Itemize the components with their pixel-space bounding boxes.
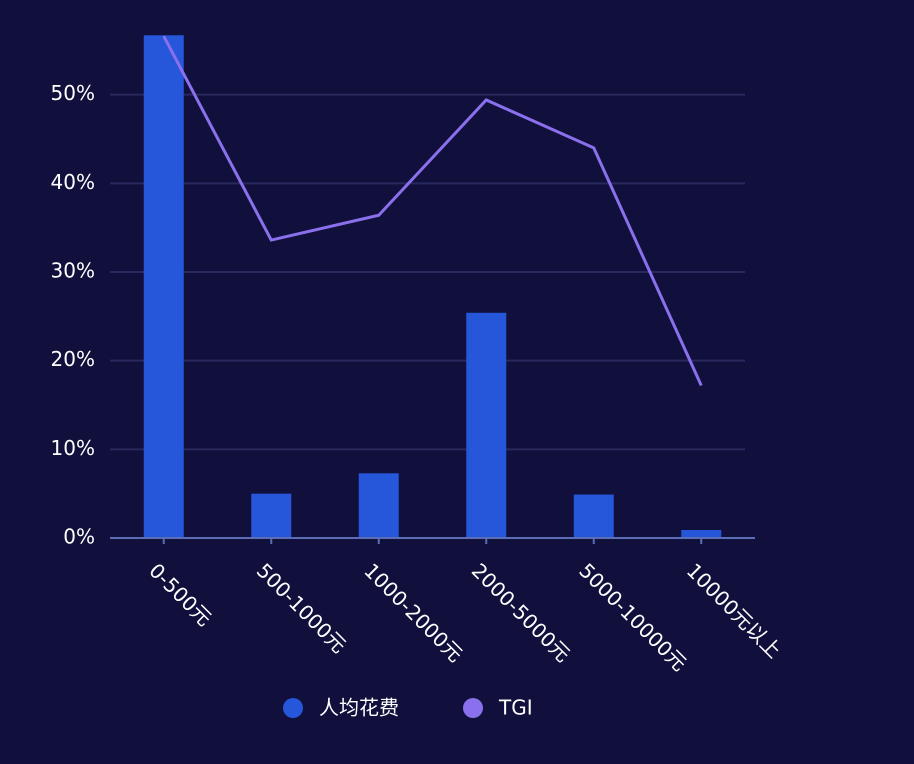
bar bbox=[143, 35, 184, 538]
x-tick-label: 500-1000元 bbox=[252, 558, 351, 657]
y-tick-label: 30% bbox=[51, 259, 95, 283]
y-tick-label: 50% bbox=[51, 81, 95, 105]
legend-label: 人均花费 bbox=[319, 696, 399, 720]
y-tick-label: 40% bbox=[51, 170, 95, 194]
bar bbox=[466, 312, 507, 538]
line-series bbox=[162, 35, 703, 387]
bar bbox=[358, 473, 399, 538]
bar bbox=[681, 530, 722, 538]
y-tick-label: 10% bbox=[51, 436, 95, 460]
y-tick-label: 0% bbox=[63, 525, 95, 549]
y-tick-label: 20% bbox=[51, 347, 95, 371]
bar bbox=[251, 493, 292, 538]
x-tick-label: 1000-2000元 bbox=[359, 558, 467, 666]
x-tick-label: 5000-10000元 bbox=[574, 558, 691, 675]
x-tick-label: 10000元以上 bbox=[682, 558, 786, 662]
legend-marker bbox=[283, 698, 303, 718]
x-tick-label: 2000-5000元 bbox=[467, 558, 575, 666]
legend-marker bbox=[463, 698, 483, 718]
x-tick-label: 0-500元 bbox=[144, 558, 216, 630]
legend-label: TGI bbox=[498, 696, 533, 720]
bar bbox=[573, 494, 614, 538]
